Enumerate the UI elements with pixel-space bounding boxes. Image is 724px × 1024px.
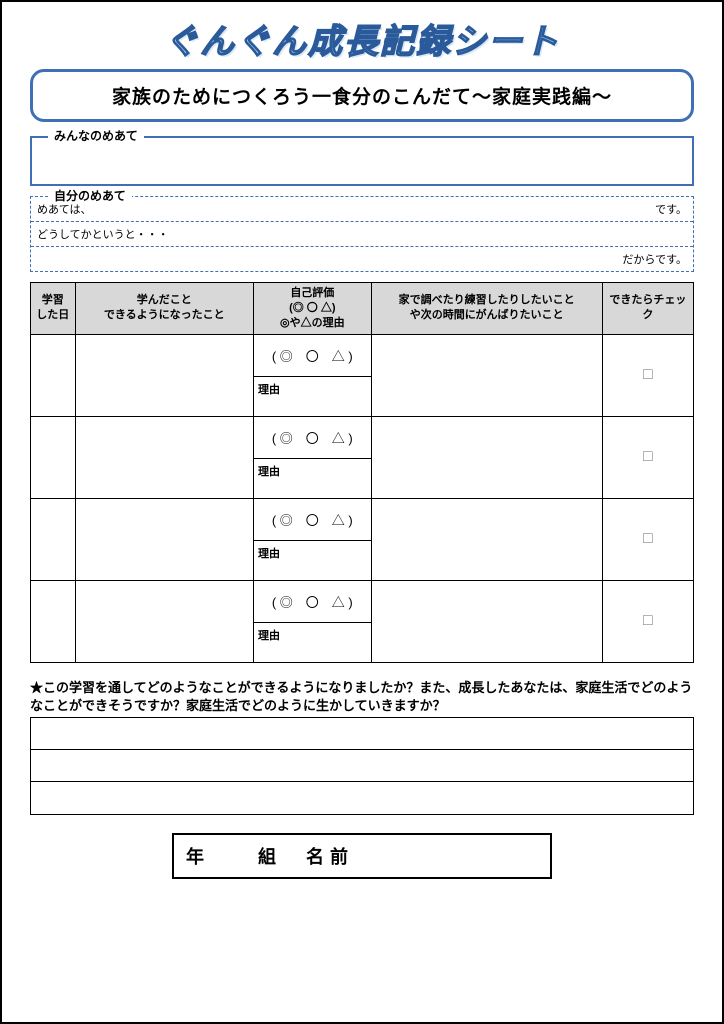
name-field-label: 年 組 名前	[186, 847, 354, 867]
reflection-line[interactable]	[31, 750, 693, 782]
row1-right: です。	[655, 201, 687, 217]
table-row: ( ◎ 〇 △ )□	[31, 498, 694, 540]
cell-check[interactable]: □	[602, 580, 693, 662]
cell-learned[interactable]	[75, 580, 253, 662]
worksheet-page: ぐんぐん成長記録シート 家族のためにつくろう一食分のこんだて～家庭実践編～ みん…	[0, 0, 724, 1024]
everyone-goal-label: みんなのめあて	[48, 127, 144, 144]
cell-learned[interactable]	[75, 334, 253, 416]
table-row: ( ◎ 〇 △ )□	[31, 580, 694, 622]
cell-date[interactable]	[31, 334, 76, 416]
cell-reason[interactable]: 理由	[254, 540, 372, 580]
study-table: 学習 した日 学んだこと できるようになったこと 自己評価 (◎ 〇 △) ◎や…	[30, 282, 694, 663]
everyone-goal-block: みんなのめあて	[30, 136, 694, 186]
cell-check[interactable]: □	[602, 334, 693, 416]
cell-home[interactable]	[371, 334, 602, 416]
row3-right: だからです。	[622, 251, 687, 267]
th-self-eval: 自己評価 (◎ 〇 △) ◎や△の理由	[254, 283, 372, 335]
cell-home[interactable]	[371, 498, 602, 580]
cell-rating[interactable]: ( ◎ 〇 △ )	[254, 416, 372, 458]
table-row: ( ◎ 〇 △ )□	[31, 416, 694, 458]
self-goal-block: 自分のめあて めあては、 です。 どうしてかというと・・・ だからです。	[30, 196, 694, 272]
cell-date[interactable]	[31, 580, 76, 662]
cell-home[interactable]	[371, 580, 602, 662]
subtitle-box: 家族のためにつくろう一食分のこんだて～家庭実践編～	[30, 69, 694, 122]
main-title: ぐんぐん成長記録シート	[30, 14, 694, 63]
reflection-line[interactable]	[31, 718, 693, 750]
cell-check[interactable]: □	[602, 416, 693, 498]
cell-date[interactable]	[31, 416, 76, 498]
reflection-prompt: ★この学習を通してどのようなことができるようになりましたか？また、成長したあなた…	[30, 679, 694, 715]
self-goal-container: めあては、 です。 どうしてかというと・・・ だからです。	[30, 196, 694, 272]
th-learned: 学んだこと できるようになったこと	[75, 283, 253, 335]
th-date: 学習 した日	[31, 283, 76, 335]
cell-learned[interactable]	[75, 416, 253, 498]
name-field[interactable]: 年 組 名前	[172, 833, 552, 879]
th-home: 家で調べたり練習したりしたいこと や次の時間にがんばりたいこと	[371, 283, 602, 335]
cell-learned[interactable]	[75, 498, 253, 580]
cell-home[interactable]	[371, 416, 602, 498]
cell-reason[interactable]: 理由	[254, 376, 372, 416]
reflection-box	[30, 717, 694, 815]
cell-date[interactable]	[31, 498, 76, 580]
self-goal-row-3[interactable]: だからです。	[31, 247, 693, 271]
cell-rating[interactable]: ( ◎ 〇 △ )	[254, 580, 372, 622]
table-row: ( ◎ 〇 △ )□	[31, 334, 694, 376]
table-header-row: 学習 した日 学んだこと できるようになったこと 自己評価 (◎ 〇 △) ◎や…	[31, 283, 694, 335]
self-goal-row-2[interactable]: どうしてかというと・・・	[31, 222, 693, 247]
self-goal-label: 自分のめあて	[48, 187, 132, 204]
cell-reason[interactable]: 理由	[254, 458, 372, 498]
cell-check[interactable]: □	[602, 498, 693, 580]
cell-rating[interactable]: ( ◎ 〇 △ )	[254, 498, 372, 540]
reflection-line[interactable]	[31, 782, 693, 814]
cell-reason[interactable]: 理由	[254, 622, 372, 662]
th-check: できたらチェック	[602, 283, 693, 335]
cell-rating[interactable]: ( ◎ 〇 △ )	[254, 334, 372, 376]
row2-left: どうしてかというと・・・	[37, 226, 169, 242]
